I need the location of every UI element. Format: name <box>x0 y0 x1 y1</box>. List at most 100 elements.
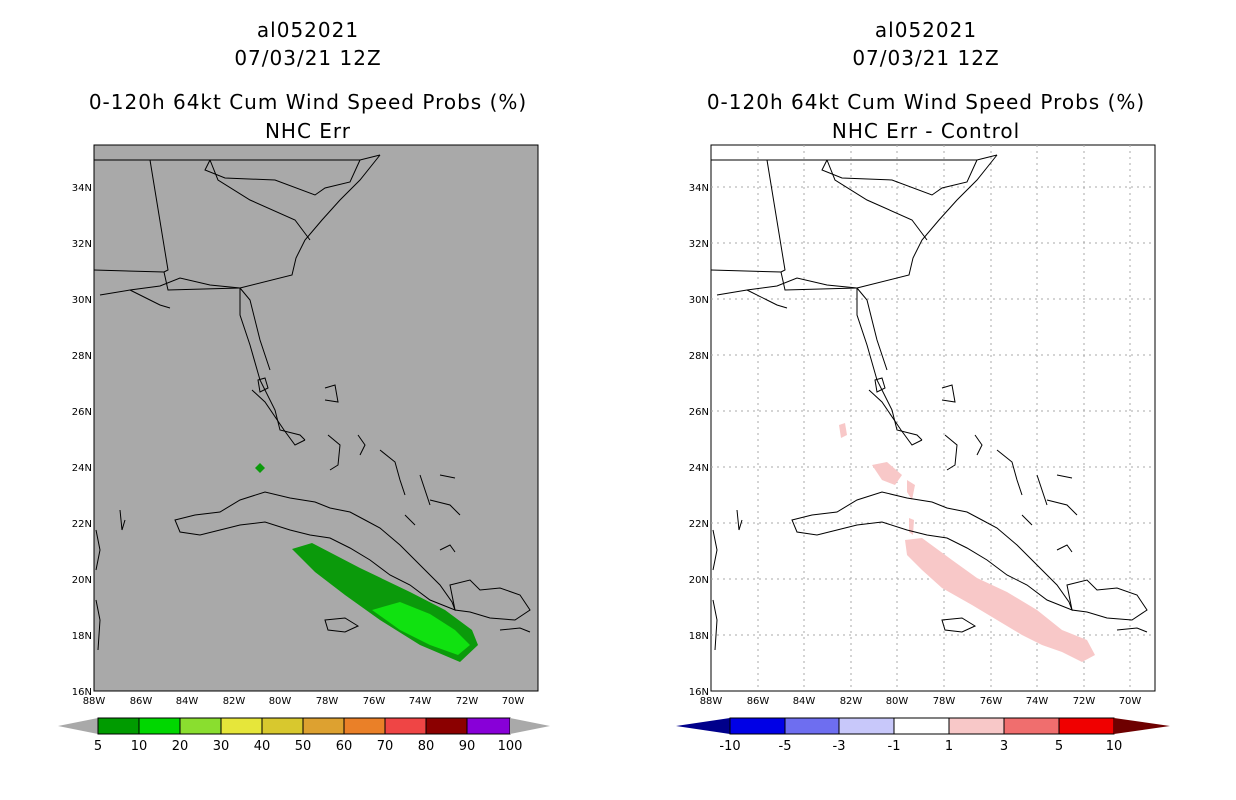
colorbar-label: 1 <box>945 739 953 754</box>
right-lat-labels: 34N 32N 30N 28N 26N 24N 22N 20N 18N 16N <box>689 183 709 698</box>
colorbar-label: 30 <box>213 739 230 754</box>
colorbar-label: 70 <box>377 739 394 754</box>
lat-label: 22N <box>72 519 92 530</box>
right-storm-id: al052021 <box>874 18 978 42</box>
right-colorbar: -10 -5 -3 -1 1 3 5 10 <box>676 717 1170 754</box>
left-coastlines <box>93 154 531 651</box>
colorbar-label: -5 <box>779 739 792 754</box>
lat-label: 24N <box>689 463 709 474</box>
lon-label: 78W <box>316 696 339 707</box>
left-swath-inner <box>372 602 470 655</box>
colorbar-label: 100 <box>498 739 523 754</box>
colorbar-bin <box>138 717 181 735</box>
lon-label: 74W <box>409 696 432 707</box>
lat-label: 20N <box>72 575 92 586</box>
right-product-title: 0-120h 64kt Cum Wind Speed Probs (%) <box>706 90 1146 114</box>
lat-label: 30N <box>72 295 92 306</box>
right-map: 34N 32N 30N 28N 26N 24N 22N 20N 18N 16N … <box>689 144 1156 707</box>
left-colorbar-low-end <box>58 718 98 734</box>
colorbar-bin <box>220 717 263 735</box>
colorbar-bin <box>97 717 140 735</box>
right-colorbar-bins <box>729 717 1115 735</box>
left-map: 34N 32N 30N 28N 26N 24N 22N 20N 18N 16N … <box>72 144 539 707</box>
colorbar-label: 10 <box>1106 739 1123 754</box>
left-lat-labels: 34N 32N 30N 28N 26N 24N 22N 20N 18N 16N <box>72 183 92 698</box>
colorbar-label: 10 <box>131 739 148 754</box>
left-colorbar-labels: 5 10 20 30 40 50 60 70 80 90 100 <box>94 739 523 754</box>
right-grid <box>711 145 1155 691</box>
left-map-background <box>93 144 539 692</box>
colorbar-label: -10 <box>719 739 740 754</box>
lat-label: 32N <box>72 239 92 250</box>
left-lon-labels: 88W 86W 84W 82W 80W 78W 76W 74W 72W 70W <box>83 696 525 707</box>
lon-label: 74W <box>1026 696 1049 707</box>
colorbar-label: 80 <box>418 739 435 754</box>
colorbar-label: 5 <box>94 739 102 754</box>
lon-label: 76W <box>363 696 386 707</box>
colorbar-bin <box>729 717 786 735</box>
lat-label: 16N <box>689 687 709 698</box>
lon-label: 82W <box>223 696 246 707</box>
left-product-title: 0-120h 64kt Cum Wind Speed Probs (%) <box>88 90 528 114</box>
colorbar-bin <box>425 717 468 735</box>
lon-label: 88W <box>700 696 723 707</box>
right-colorbar-labels: -10 -5 -3 -1 1 3 5 10 <box>719 739 1122 754</box>
colorbar-label: 50 <box>295 739 312 754</box>
colorbar-bin <box>302 717 345 735</box>
lat-label: 20N <box>689 575 709 586</box>
lat-label: 26N <box>689 407 709 418</box>
left-storm-id: al052021 <box>256 18 360 42</box>
lon-label: 72W <box>456 696 479 707</box>
colorbar-label: 40 <box>254 739 271 754</box>
colorbar-bin <box>384 717 427 735</box>
left-colorbar: 5 10 20 30 40 50 60 70 80 90 100 <box>58 717 550 754</box>
colorbar-label: 20 <box>172 739 189 754</box>
right-subtitle: NHC Err - Control <box>831 119 1021 143</box>
right-map-background <box>710 144 1156 692</box>
lon-label: 70W <box>1119 696 1142 707</box>
lon-label: 86W <box>747 696 770 707</box>
lon-label: 72W <box>1073 696 1096 707</box>
lat-label: 18N <box>689 631 709 642</box>
lat-label: 34N <box>689 183 709 194</box>
colorbar-bin <box>343 717 386 735</box>
left-colorbar-high-end <box>510 718 550 734</box>
right-colorbar-low-end <box>676 718 730 734</box>
colorbar-label: 60 <box>336 739 353 754</box>
lon-label: 80W <box>886 696 909 707</box>
lon-label: 76W <box>980 696 1003 707</box>
lon-label: 88W <box>83 696 106 707</box>
lat-label: 18N <box>72 631 92 642</box>
right-colorbar-high-end <box>1114 718 1170 734</box>
colorbar-bin <box>179 717 222 735</box>
right-coastlines <box>710 154 1148 651</box>
left-colorbar-bins <box>97 717 511 735</box>
right-lon-labels: 88W 86W 84W 82W 80W 78W 76W 74W 72W 70W <box>700 696 1142 707</box>
lat-label: 28N <box>72 351 92 362</box>
lat-label: 16N <box>72 687 92 698</box>
lon-label: 86W <box>130 696 153 707</box>
lat-label: 30N <box>689 295 709 306</box>
colorbar-bin <box>838 717 895 735</box>
colorbar-label: 5 <box>1055 739 1063 754</box>
right-swath <box>839 423 1095 662</box>
lat-label: 22N <box>689 519 709 530</box>
lon-label: 78W <box>933 696 956 707</box>
lon-label: 70W <box>502 696 525 707</box>
lat-label: 26N <box>72 407 92 418</box>
left-subtitle: NHC Err <box>264 119 352 143</box>
lon-label: 84W <box>793 696 816 707</box>
colorbar-bin <box>1003 717 1060 735</box>
colorbar-bin <box>1058 717 1115 735</box>
lon-label: 80W <box>269 696 292 707</box>
colorbar-label: 90 <box>459 739 476 754</box>
right-date: 07/03/21 12Z <box>852 46 1000 70</box>
colorbar-bin <box>948 717 1005 735</box>
colorbar-bin <box>466 717 511 735</box>
colorbar-label: -3 <box>833 739 846 754</box>
colorbar-label: 3 <box>1000 739 1008 754</box>
lon-label: 84W <box>176 696 199 707</box>
colorbar-bin <box>893 717 950 735</box>
lon-label: 82W <box>840 696 863 707</box>
colorbar-bin <box>261 717 304 735</box>
